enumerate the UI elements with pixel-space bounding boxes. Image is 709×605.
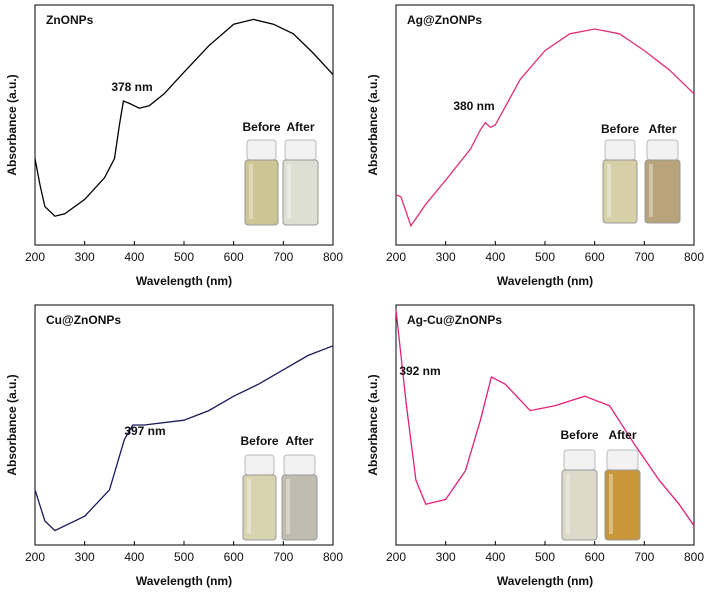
x-tick-label: 200 <box>386 250 406 264</box>
panel-title: Ag@ZnONPs <box>407 13 482 27</box>
x-tick-label: 200 <box>25 250 45 264</box>
vial-shine <box>649 164 653 217</box>
plot-frame <box>395 304 695 546</box>
x-tick-label: 600 <box>585 550 605 564</box>
y-axis-label: Absorbance (a.u.) <box>5 74 19 175</box>
vial-shine <box>247 479 251 534</box>
spectrum-line <box>395 309 695 527</box>
x-tick-label: 500 <box>174 250 194 264</box>
x-tick-label: 800 <box>323 550 343 564</box>
spectrum-line <box>395 28 695 228</box>
vial-shine <box>287 164 291 219</box>
vial-body <box>242 474 277 541</box>
panel-title: ZnONPs <box>46 13 94 27</box>
x-tick-label: 800 <box>684 550 704 564</box>
x-tick-label: 800 <box>684 250 704 264</box>
vial-cap <box>283 454 316 476</box>
sample-label: Before <box>242 120 280 134</box>
vial-cap <box>606 449 639 471</box>
vial-cap <box>604 139 636 161</box>
x-tick-label: 600 <box>224 250 244 264</box>
x-tick-label: 200 <box>25 550 45 564</box>
panel-title: Cu@ZnONPs <box>46 313 121 327</box>
x-tick-label: 500 <box>535 250 555 264</box>
vial-body <box>244 159 279 226</box>
sample-label: After <box>285 434 313 448</box>
peak-annotation: 397 nm <box>124 424 165 438</box>
vial-body <box>644 159 681 224</box>
x-tick-label: 700 <box>634 550 654 564</box>
x-tick-label: 400 <box>124 550 144 564</box>
sample-label: After <box>608 428 636 442</box>
x-tick-label: 500 <box>174 550 194 564</box>
x-tick-label: 600 <box>585 250 605 264</box>
y-axis-label: Absorbance (a.u.) <box>5 374 19 475</box>
vial-cap <box>246 139 277 161</box>
spectrum-line <box>34 18 334 217</box>
peak-annotation: 392 nm <box>399 364 440 378</box>
x-axis-label: Wavelength (nm) <box>497 274 593 288</box>
vial-body <box>561 469 598 541</box>
x-tick-label: 300 <box>436 550 456 564</box>
x-tick-label: 200 <box>386 550 406 564</box>
vial-body <box>282 159 319 226</box>
vial-body <box>281 474 318 541</box>
peak-annotation: 380 nm <box>453 99 494 113</box>
x-tick-label: 800 <box>323 250 343 264</box>
vial-cap <box>563 449 596 471</box>
x-tick-label: 400 <box>124 250 144 264</box>
vial-shine <box>286 479 290 534</box>
vial-cap <box>284 139 317 161</box>
x-tick-label: 700 <box>273 550 293 564</box>
x-tick-label: 500 <box>535 550 555 564</box>
x-axis-label: Wavelength (nm) <box>136 574 232 588</box>
vial-shine <box>249 164 253 219</box>
vial-body <box>604 469 641 541</box>
sample-label: Before <box>240 434 278 448</box>
x-tick-label: 300 <box>75 250 95 264</box>
x-axis-label: Wavelength (nm) <box>136 274 232 288</box>
x-tick-label: 700 <box>273 250 293 264</box>
x-tick-label: 300 <box>436 250 456 264</box>
y-axis-label: Absorbance (a.u.) <box>366 74 380 175</box>
spectrum-line <box>34 345 334 532</box>
sample-label: Before <box>560 428 598 442</box>
panel-title: Ag-Cu@ZnONPs <box>407 313 502 327</box>
y-axis-label: Absorbance (a.u.) <box>366 374 380 475</box>
x-tick-label: 400 <box>485 550 505 564</box>
x-tick-label: 400 <box>485 250 505 264</box>
x-tick-label: 700 <box>634 250 654 264</box>
x-tick-label: 300 <box>75 550 95 564</box>
vial-cap <box>646 139 679 161</box>
sample-label: After <box>648 122 676 136</box>
vial-shine <box>609 474 613 534</box>
peak-annotation: 378 nm <box>111 80 152 94</box>
vial-cap <box>244 454 275 476</box>
sample-label: Before <box>601 122 639 136</box>
x-axis-label: Wavelength (nm) <box>497 574 593 588</box>
sample-label: After <box>286 120 314 134</box>
x-tick-label: 600 <box>224 550 244 564</box>
vial-shine <box>607 164 611 217</box>
vial-body <box>602 159 638 224</box>
vial-shine <box>566 474 570 534</box>
